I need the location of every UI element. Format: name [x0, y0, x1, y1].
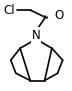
Text: N: N	[32, 29, 40, 41]
Text: Cl: Cl	[4, 4, 15, 17]
Text: O: O	[54, 9, 64, 22]
